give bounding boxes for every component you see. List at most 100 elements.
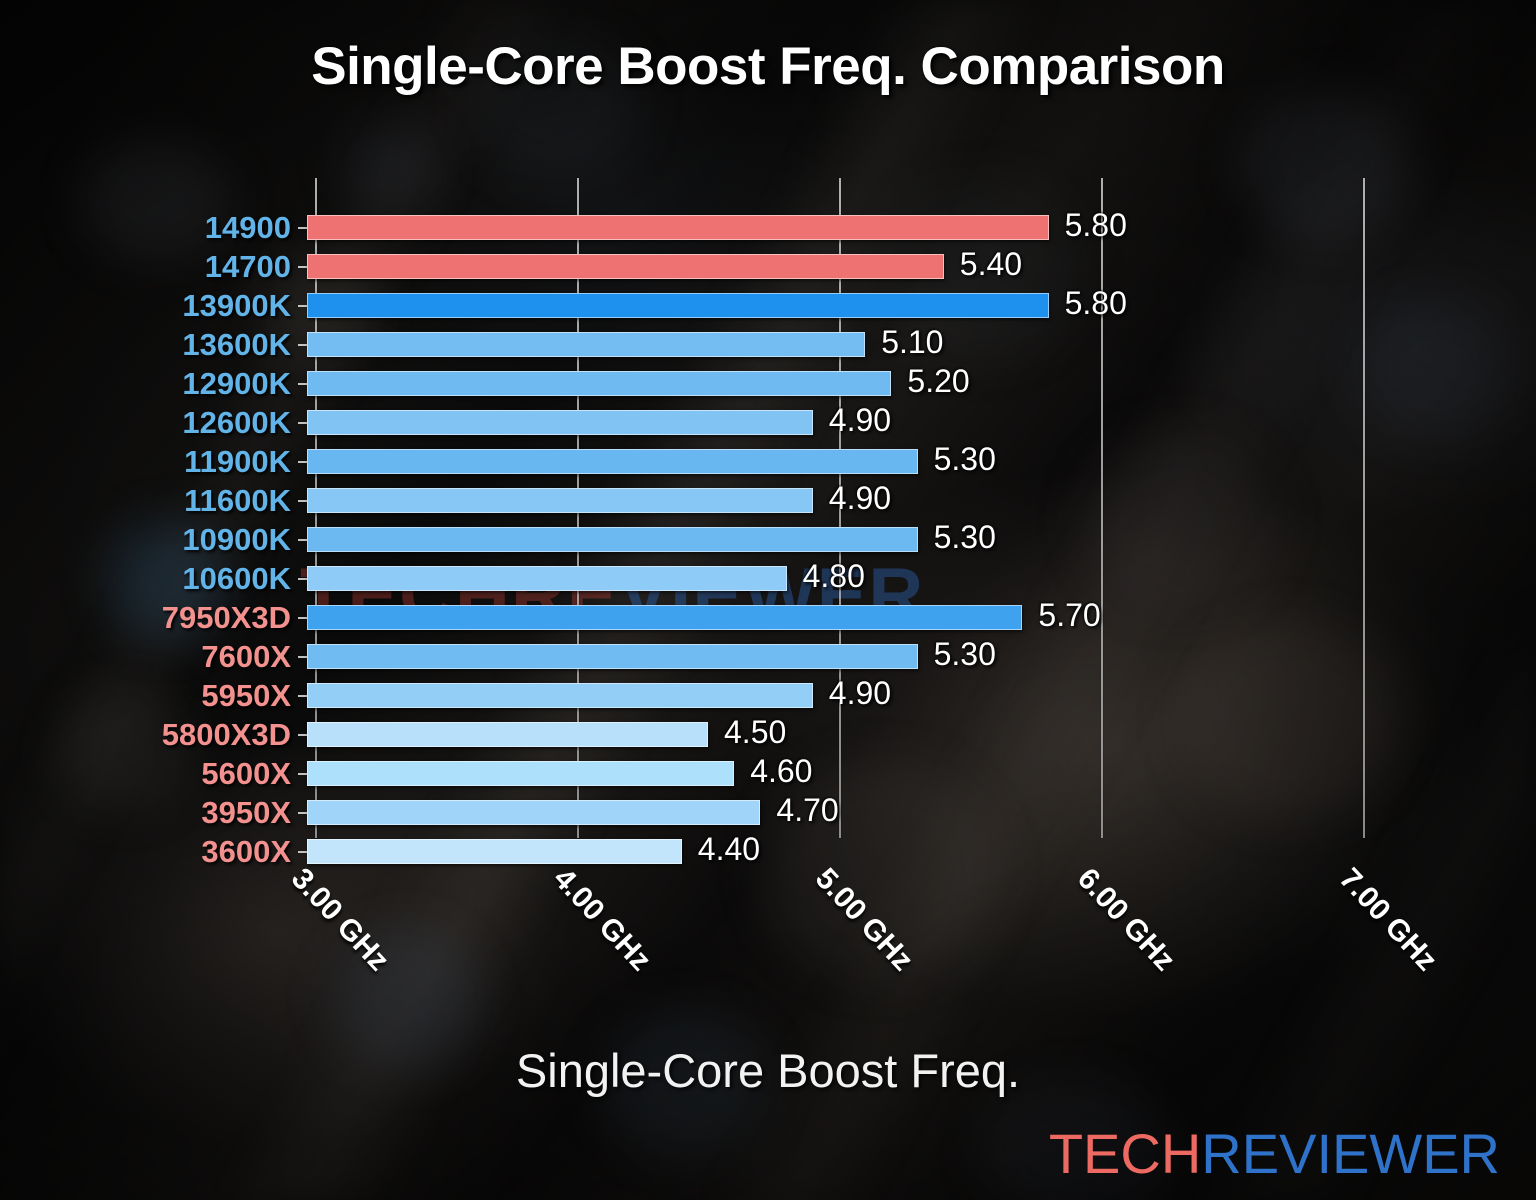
bar-value-label: 5.70 [1038,597,1101,633]
bar-12900k [307,371,892,396]
bar-row: 5.20 [298,363,1367,403]
logo-reviewer-text: REVIEWER [1201,1122,1500,1185]
bar-value-label: 5.30 [933,636,996,672]
gridline-6-00-ghz [1101,178,1103,838]
bar-value-label: 5.80 [1064,207,1127,243]
y-axis-tick [298,305,307,307]
y-label-12900k: 12900K [182,366,291,401]
bar-value-label: 5.20 [907,363,970,399]
bar-row: 4.70 [298,792,1367,832]
bar-10900k [307,527,918,552]
bar-row: 5.10 [298,324,1367,364]
bar-5950x [307,683,813,708]
gridline-7-00-ghz [1363,178,1365,838]
bar-value-label: 5.40 [959,246,1023,282]
y-axis-tick [298,656,307,658]
bar-row: 4.90 [298,402,1367,442]
gridline-5-00-ghz [839,178,841,838]
plot-area: 5.80 5.40 5.80 5.10 5.20 4.90 5.30 4.90 5.30 4.80… [298,178,1367,867]
bar-value-label: 4.80 [802,558,865,594]
y-axis-tick [298,422,307,424]
y-label-7600x: 7600X [201,639,291,674]
bar-14700 [307,254,944,279]
x-tick-5-00-ghz: 5.00 GHz [808,862,920,978]
bar-value-label: 4.40 [697,831,761,867]
y-axis-tick [298,812,307,814]
bar-5600x [307,761,735,786]
y-axis-tick [298,539,307,541]
y-label-3950x: 3950X [201,795,291,830]
bar-value-label: 4.90 [828,675,892,711]
bar-row: 4.50 [298,714,1367,754]
bar-value-label: 5.30 [933,519,996,555]
y-label-14700: 14700 [204,249,291,284]
x-tick-3-00-ghz: 3.00 GHz [284,862,396,978]
y-axis-tick [298,578,307,580]
bar-value-label: 5.30 [933,441,996,477]
bar-7600x [307,644,918,669]
bar-14900 [307,215,1049,240]
bar-value-label: 4.90 [828,480,892,516]
y-label-10600k: 10600K [182,561,291,596]
bar-value-label: 5.80 [1064,285,1127,321]
bar-3600x [307,839,682,864]
x-axis-title: Single-Core Boost Freq. [515,1044,1021,1097]
x-tick-6-00-ghz: 6.00 GHz [1070,862,1182,978]
bar-row: 5.70 [298,597,1367,637]
bar-3950x [307,800,761,825]
y-label-12600k: 12600K [182,405,291,440]
y-axis-tick [298,383,307,385]
bar-row: 5.80 [298,207,1367,247]
bar-row: 4.60 [298,753,1367,793]
y-label-11600k: 11600K [184,483,291,518]
bar-row: 5.30 [298,441,1367,481]
bar-11900k [307,449,918,474]
logo-tech-text: TECH [1048,1122,1202,1185]
y-axis-tick [298,227,307,229]
bar-value-label: 4.90 [828,402,892,438]
y-label-10900k: 10900K [182,522,291,557]
y-label-13600k: 13600K [182,327,291,362]
y-label-3600x: 3600X [201,834,291,869]
x-tick-4-00-ghz: 4.00 GHz [546,862,658,978]
bar-10600k [307,566,787,591]
bar-11600k [307,488,813,513]
bar-row: 5.40 [298,246,1367,286]
bar-row: 4.90 [298,480,1367,520]
bokeh-blob [1360,300,1510,440]
x-tick-7-00-ghz: 7.00 GHz [1332,862,1444,978]
bar-5800x3d [307,722,708,747]
y-axis-tick [298,695,307,697]
y-axis-tick [298,734,307,736]
y-label-5800x3d: 5800X3D [161,717,291,752]
bar-value-label: 4.60 [750,753,813,789]
chart-title: Single-Core Boost Freq. Comparison [311,37,1225,96]
bar-row: 5.80 [298,285,1367,325]
y-axis-tick [298,500,307,502]
bar-12600k [307,410,813,435]
y-axis-tick [298,851,307,853]
y-label-13900k: 13900K [182,288,291,323]
y-label-14900: 14900 [204,210,291,245]
bar-value-label: 4.70 [776,792,839,828]
y-axis-tick [298,461,307,463]
bar-13600k [307,332,866,357]
bar-value-label: 4.50 [724,714,787,750]
y-axis-tick [298,266,307,268]
techreviewer-logo: TECHREVIEWER [1049,1121,1500,1186]
bar-13900k [307,293,1049,318]
y-axis-tick [298,344,307,346]
y-label-7950x3d: 7950X3D [161,600,291,635]
y-label-5950x: 5950X [201,678,291,713]
bar-row: 4.90 [298,675,1367,715]
bar-row: 4.40 [298,831,1367,871]
y-axis-tick [298,617,307,619]
bar-row: 5.30 [298,636,1367,676]
bar-row: 4.80 [298,558,1367,598]
y-label-11900k: 11900K [184,444,291,479]
y-label-5600x: 5600X [201,756,291,791]
bar-row: 5.30 [298,519,1367,559]
y-axis-tick [298,773,307,775]
bar-7950x3d [307,605,1023,630]
